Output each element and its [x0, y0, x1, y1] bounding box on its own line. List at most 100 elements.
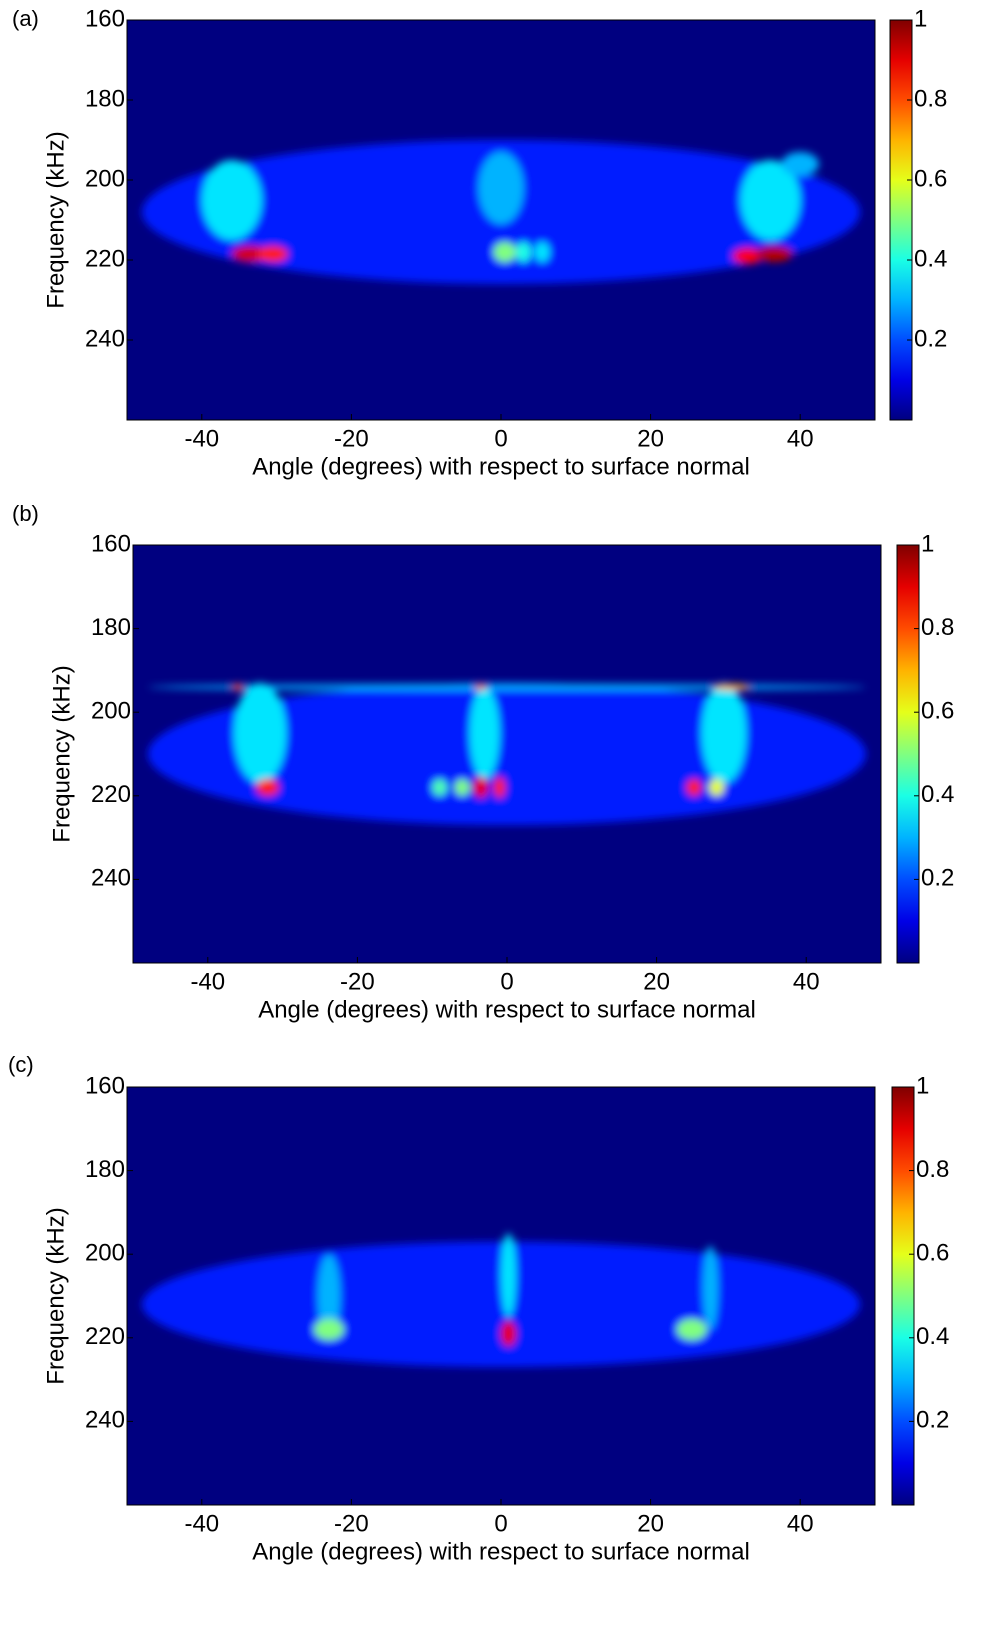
heat-spot [201, 160, 262, 240]
y-tick-label: 160 [85, 5, 125, 32]
y-tick-label: 220 [85, 245, 125, 272]
heat-spot [686, 779, 702, 796]
y-tick-label: 200 [85, 1240, 125, 1267]
panel-label: (a) [12, 6, 39, 31]
heat-spot [141, 1241, 861, 1368]
panel: (a) -40 -20 0 20 40 160 180 200 220 240 Angle (degr… [12, 5, 947, 480]
heat-spot [732, 248, 763, 264]
colorbar-tick-label: 0.4 [916, 1323, 949, 1350]
colorbar-tick-label: 0.6 [914, 165, 947, 192]
y-tick-label: 180 [85, 85, 125, 112]
heat-spot [475, 683, 487, 691]
heat-spot [708, 779, 724, 796]
x-tick-label: 0 [494, 425, 507, 452]
y-axis-label: Frequency (kHz) [42, 1207, 69, 1384]
y-tick-label: 160 [85, 1072, 125, 1099]
heat-spot [314, 1318, 344, 1340]
heat-spot [493, 242, 516, 262]
colorbar-tick-label: 1 [916, 1072, 929, 1099]
colorbar-tick-label: 0.2 [921, 865, 954, 892]
heat-spot [257, 246, 288, 262]
heat-spot [740, 160, 801, 240]
heat-spot [702, 1245, 718, 1330]
y-tick-label: 240 [85, 1407, 125, 1434]
heat-spot [454, 779, 470, 796]
spots [147, 682, 867, 826]
panel-label: (c) [8, 1052, 34, 1077]
heat-spot [781, 152, 819, 176]
colorbar-tick-label: 0.6 [921, 698, 954, 725]
colorbar-tick-label: 0.8 [916, 1156, 949, 1183]
x-tick-label: -40 [184, 425, 219, 452]
spots [141, 1233, 861, 1368]
heat-spot [501, 1233, 516, 1317]
x-axis-label: Angle (degrees) with respect to surface … [252, 453, 750, 480]
heat-spot [231, 246, 270, 262]
x-tick-label: 40 [787, 1510, 814, 1537]
heat-spot [534, 242, 550, 262]
colorbar-tick-label: 0.2 [916, 1407, 949, 1434]
y-tick-label: 160 [91, 530, 131, 557]
y-tick-label: 240 [85, 325, 125, 352]
colorbar-tick-label: 1 [921, 530, 934, 557]
heatmap [141, 140, 861, 284]
y-tick-label: 200 [91, 698, 131, 725]
heat-spot [432, 779, 448, 796]
y-axis-label: Frequency (kHz) [48, 665, 75, 842]
x-tick-label: 40 [793, 968, 820, 995]
y-tick-label: 180 [85, 1156, 125, 1183]
colorbar [891, 1086, 915, 1506]
x-tick-label: 0 [494, 1510, 507, 1537]
heatmap [141, 1233, 861, 1368]
colorbar-tick-label: 1 [914, 5, 927, 32]
heat-spot [701, 682, 747, 784]
x-tick-label: -20 [334, 1510, 369, 1537]
colorbar-tick-label: 0.8 [921, 614, 954, 641]
heat-spot [676, 1318, 707, 1340]
heat-spot [755, 246, 793, 262]
x-axis-label: Angle (degrees) with respect to surface … [252, 1538, 750, 1565]
heat-spot [317, 1254, 341, 1338]
y-tick-label: 200 [85, 165, 125, 192]
x-tick-label: 20 [643, 968, 670, 995]
heat-spot [493, 776, 506, 798]
x-tick-label: -20 [340, 968, 375, 995]
x-tick-label: 20 [637, 1510, 664, 1537]
y-axis-label: Frequency (kHz) [42, 131, 69, 308]
colorbar [896, 544, 920, 964]
x-tick-label: 20 [637, 425, 664, 452]
heat-spot [473, 776, 489, 798]
heat-spot [469, 687, 500, 780]
panel: (b) -40 -20 0 20 40 160 180 200 220 240 Angle (degr… [12, 501, 954, 1024]
x-tick-label: 0 [500, 968, 513, 995]
y-tick-label: 220 [91, 781, 131, 808]
heat-spot [478, 152, 524, 224]
colorbar-tick-label: 0.2 [914, 325, 947, 352]
y-tick-label: 240 [91, 865, 131, 892]
y-tick-label: 180 [91, 614, 131, 641]
y-tick-label: 220 [85, 1323, 125, 1350]
colorbar-tick-label: 0.8 [914, 85, 947, 112]
x-tick-label: 40 [787, 425, 814, 452]
heat-spot [501, 1321, 516, 1347]
heat-spot [147, 683, 867, 691]
heatmap [147, 682, 867, 826]
panel: (c) -40 -20 0 20 40 160 180 200 220 240 Angle (degr… [8, 1052, 949, 1566]
x-tick-label: -40 [190, 968, 225, 995]
heat-spot [147, 682, 867, 826]
heat-spot [256, 779, 279, 796]
heat-spot [712, 683, 751, 691]
x-tick-label: -40 [184, 1510, 219, 1537]
x-axis-label: Angle (degrees) with respect to surface … [258, 996, 756, 1023]
colorbar [889, 19, 913, 421]
heat-spot [233, 682, 287, 784]
spots [141, 140, 861, 284]
colorbar-tick-label: 0.4 [921, 781, 954, 808]
heat-spot [232, 683, 244, 691]
x-tick-label: -20 [334, 425, 369, 452]
colorbar-tick-label: 0.6 [916, 1240, 949, 1267]
heat-spot [515, 242, 531, 262]
panel-label: (b) [12, 501, 39, 526]
colorbar-tick-label: 0.4 [914, 245, 947, 272]
